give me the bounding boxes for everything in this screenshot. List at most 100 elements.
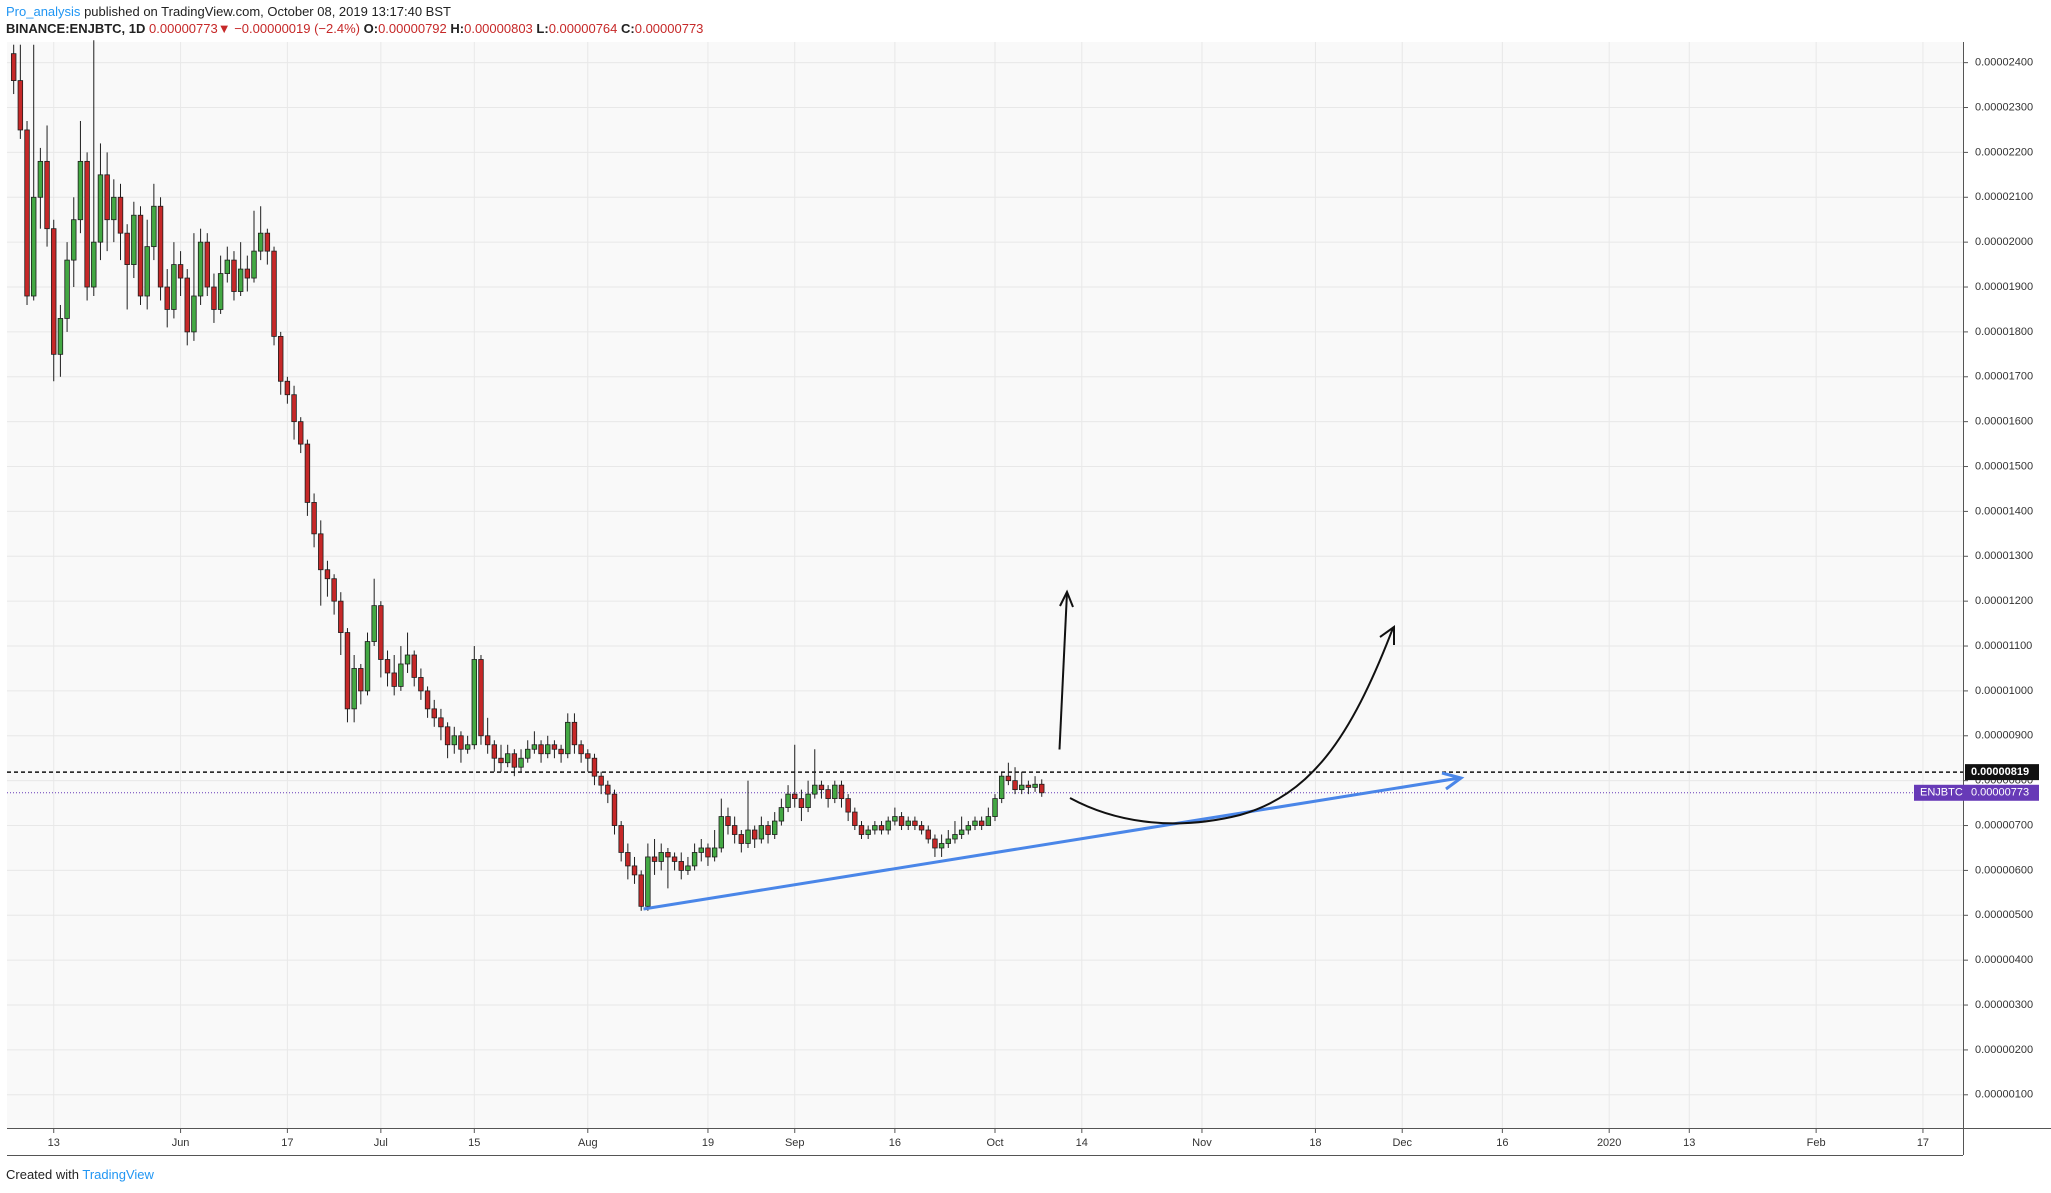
candle-body [237, 268, 244, 292]
candle-body [952, 834, 958, 840]
candle-body [852, 811, 858, 826]
candle-body [478, 659, 484, 737]
candle-body [1012, 780, 1018, 791]
candle-body [1025, 784, 1032, 788]
change: −0.00000019 (−2.4%) [234, 21, 360, 36]
brand[interactable]: TradingView [82, 1167, 154, 1182]
candle-body [805, 793, 811, 808]
candle-body [558, 748, 564, 755]
candle-body [10, 53, 17, 81]
x-tick-label: Aug [578, 1137, 598, 1149]
candle-body [278, 335, 284, 382]
created: Created with [6, 1167, 79, 1182]
candle-body [765, 825, 771, 835]
candles [7, 40, 1963, 911]
candle-body [331, 578, 337, 602]
candle-body [812, 784, 818, 795]
y-tick-label: 0.00000200 [1975, 1044, 2033, 1056]
x-tick-label: 13 [48, 1137, 60, 1149]
candle-body [932, 838, 938, 849]
candle-body [671, 856, 678, 862]
candle-body [464, 744, 471, 750]
l-value: 0.00000764 [548, 21, 618, 36]
candle-body [504, 753, 511, 764]
candle-body [424, 690, 431, 710]
candle-body [144, 246, 150, 297]
candle-body [291, 394, 297, 423]
candle-body [231, 259, 237, 292]
candle-body [318, 533, 324, 571]
candle-body [978, 820, 985, 826]
candle-body [124, 232, 130, 265]
trend-line [643, 776, 1460, 911]
candle-body [284, 380, 291, 396]
candle-body [24, 129, 30, 297]
curve-arrow [1069, 627, 1394, 825]
candle-body [177, 264, 184, 279]
candle-body [972, 820, 978, 826]
l-label: L: [536, 21, 549, 36]
candle-body [251, 250, 257, 279]
candle-body [551, 744, 558, 750]
x-tick-label: 2020 [1597, 1137, 1621, 1149]
candle-body [785, 793, 791, 808]
candle-body [171, 264, 177, 310]
candle-body [738, 834, 745, 844]
y-tick-label: 0.00000600 [1975, 864, 2033, 876]
candle-body [578, 744, 584, 755]
level-label-box [1965, 764, 2039, 781]
candle-body [271, 250, 277, 337]
candle-body [364, 641, 371, 692]
y-tick-label: 0.00001400 [1975, 505, 2033, 517]
x-tick-label: 14 [1076, 1137, 1088, 1149]
candle-body [818, 784, 825, 791]
h-label: H: [450, 21, 465, 36]
candle-body [97, 174, 104, 243]
candle-body [418, 677, 424, 692]
candle-body [1032, 783, 1038, 788]
candle-body [264, 232, 271, 252]
candle-body [371, 605, 377, 642]
candle-body [344, 632, 351, 710]
candle-body [37, 160, 44, 198]
last: 0.00000773 [149, 21, 218, 36]
candle-body [591, 757, 598, 777]
x-tick-label: Oct [986, 1137, 1003, 1149]
candle-body [678, 861, 684, 871]
candle-body [398, 663, 404, 687]
candle-body [965, 825, 972, 831]
x-tick-label: 16 [1496, 1137, 1508, 1149]
candle-body [71, 219, 77, 261]
footer: Created with TradingView [6, 1167, 154, 1182]
candle-body [531, 744, 538, 750]
candle-body [451, 735, 457, 746]
candle-body [77, 160, 84, 221]
y-tick-label: 0.00001300 [1975, 550, 2033, 562]
candle-body [985, 816, 992, 826]
candle-body [57, 318, 64, 355]
candle-body [605, 784, 611, 795]
candle-body [411, 654, 417, 678]
y-tick-label: 0.00001700 [1975, 371, 2033, 383]
x-tick-label: 18 [1309, 1137, 1321, 1149]
candle-body [117, 196, 124, 234]
candle-body [725, 816, 731, 826]
candle-body [1019, 784, 1025, 791]
y-tick-label: 0.00001100 [1975, 640, 2032, 652]
candle-body [404, 654, 411, 665]
candle-body [625, 852, 631, 867]
candle-body [958, 829, 965, 835]
candle-body [244, 268, 251, 279]
x-tick-label: 16 [889, 1137, 901, 1149]
x-tick-label: Sep [785, 1137, 805, 1149]
candle-body [304, 443, 311, 503]
candle-body [838, 784, 845, 800]
candle-body [898, 816, 905, 826]
candle-body [298, 421, 304, 445]
candle-body [311, 502, 317, 535]
candle-body [104, 174, 110, 221]
author: Pro_analysis [6, 4, 81, 19]
y-tick-label: 0.00002100 [1975, 191, 2033, 203]
up-arrow [1058, 592, 1068, 750]
